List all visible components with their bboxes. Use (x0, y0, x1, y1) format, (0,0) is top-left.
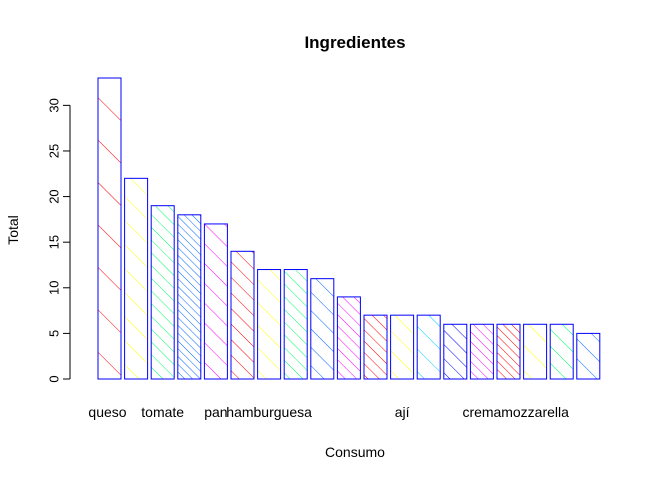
bar-fill (284, 269, 308, 379)
bar-fill (390, 315, 414, 379)
bar (549, 323, 574, 380)
bar-border (283, 269, 308, 380)
bar-border (363, 314, 388, 380)
x-tick-label: tomate (141, 404, 184, 420)
y-tick-label: 25 (47, 144, 62, 158)
bar-border (97, 77, 122, 380)
bar-fill (470, 324, 494, 379)
bar (257, 269, 282, 380)
bar-border (469, 323, 494, 380)
bar-border (523, 323, 548, 380)
bar-fill (550, 324, 574, 379)
y-axis-label: Total (5, 215, 21, 245)
bar (469, 323, 494, 380)
bar (390, 314, 415, 380)
bar-fill (310, 278, 334, 379)
bar (310, 278, 335, 380)
bar-border (177, 214, 202, 380)
bar-border (336, 296, 361, 380)
bar-border (310, 278, 335, 380)
x-tick-label: mozzarella (501, 404, 569, 420)
x-tick-label: queso (88, 404, 126, 420)
bar-border (416, 314, 441, 380)
bar-fill (124, 178, 148, 379)
bar (97, 77, 122, 380)
bar-fill (364, 315, 387, 379)
bar (124, 177, 149, 380)
x-axis-label: Consumo (325, 444, 385, 460)
y-tick-label: 15 (47, 235, 62, 249)
bar (416, 314, 441, 380)
bar-fill (177, 214, 201, 379)
y-tick-label: 20 (47, 189, 62, 203)
bar (523, 323, 548, 380)
bar-border (150, 205, 175, 380)
bar-border (576, 332, 601, 380)
bar (177, 214, 202, 380)
bar (443, 323, 468, 380)
x-tick-label: pan (204, 404, 227, 420)
bar-border (230, 250, 255, 380)
x-tick-label: ají (395, 404, 410, 420)
bar-fill (204, 223, 228, 379)
bars (97, 77, 601, 380)
bar-border (203, 223, 228, 380)
bar-fill (497, 324, 520, 379)
bar-border (257, 269, 282, 380)
bar-fill (523, 324, 547, 379)
bar (283, 269, 308, 380)
bar-fill (576, 333, 600, 379)
bar-border (124, 177, 149, 380)
bar-border (549, 323, 574, 380)
bar (203, 223, 228, 380)
bar (150, 205, 175, 380)
x-tick-label: hamburguesa (226, 404, 312, 420)
y-tick-label: 30 (47, 98, 62, 112)
bar-border (496, 323, 521, 380)
y-tick-label: 5 (47, 330, 62, 337)
bar-fill (151, 205, 175, 379)
bar (230, 250, 255, 380)
bar-fill (443, 324, 467, 379)
y-tick-label: 0 (47, 375, 62, 382)
bar (336, 296, 361, 380)
chart-title: Ingredientes (304, 33, 405, 52)
bar-fill (98, 78, 121, 379)
bar-fill (417, 315, 441, 379)
bar (576, 332, 601, 380)
y-tick-label: 10 (47, 281, 62, 295)
bar-border (443, 323, 468, 380)
bar (363, 314, 388, 380)
bar-border (390, 314, 415, 380)
bar (496, 323, 521, 380)
x-tick-label: crema (462, 404, 501, 420)
y-axis: 0 5 10 15 20 25 30 (47, 98, 71, 383)
bar-fill (337, 296, 361, 379)
bar-fill (257, 269, 281, 379)
bar-fill (231, 251, 254, 379)
